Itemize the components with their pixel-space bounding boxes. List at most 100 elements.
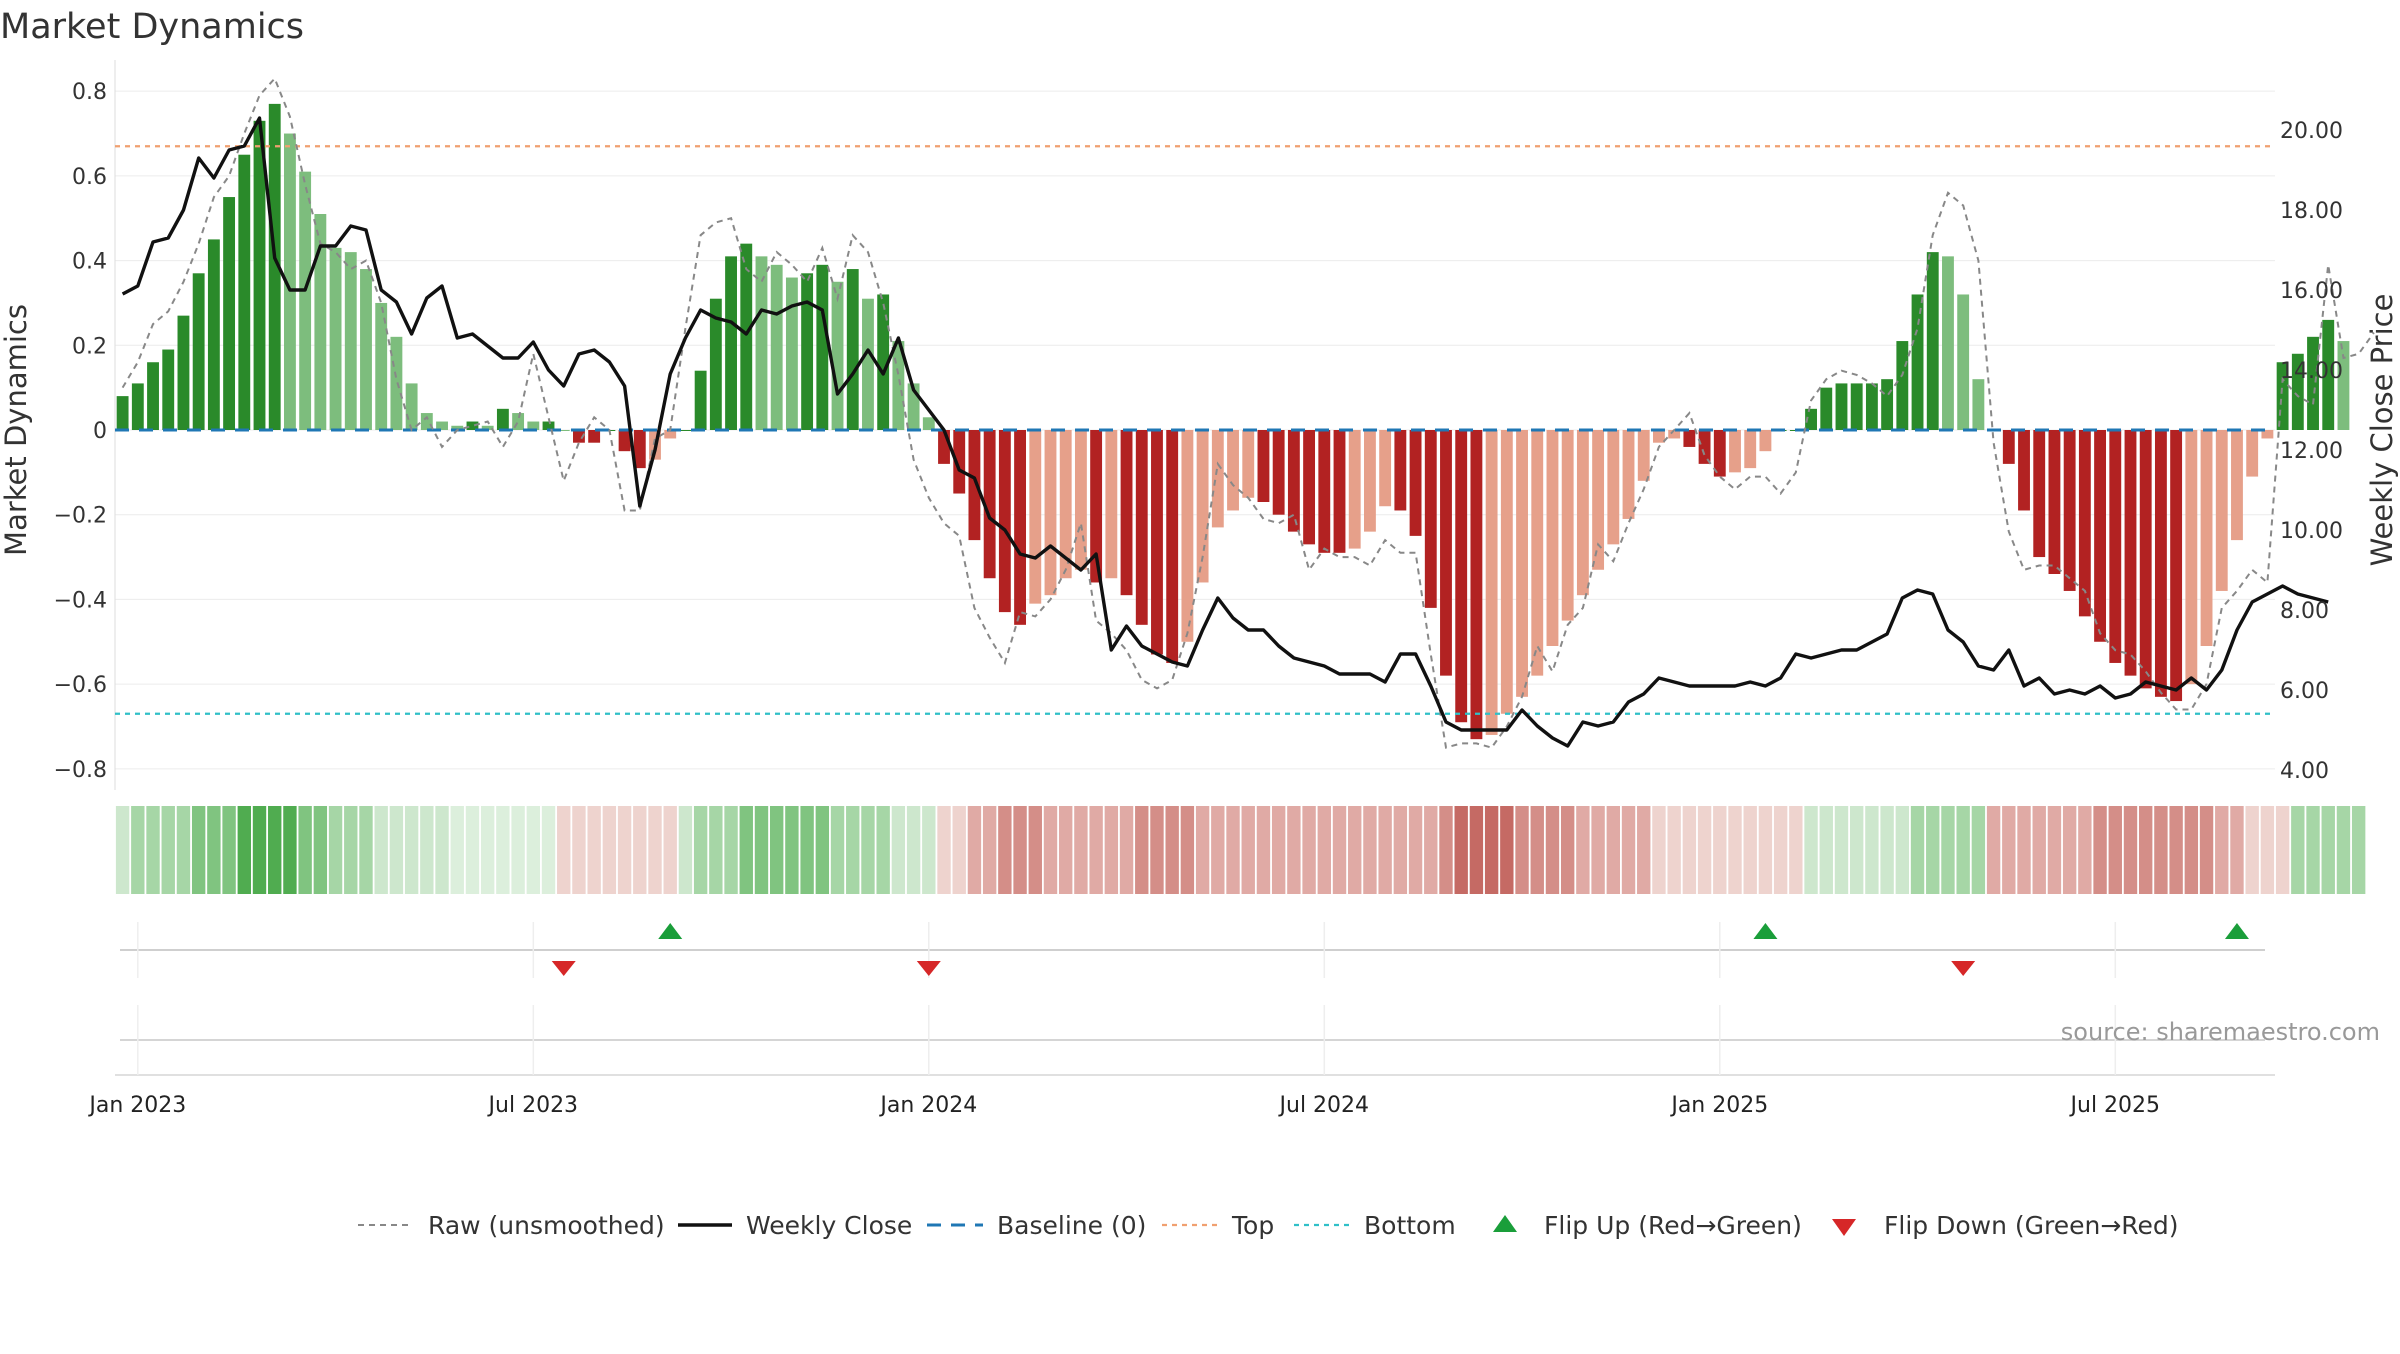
dynamics-bar — [2231, 430, 2243, 541]
signal-cell — [1652, 806, 1666, 894]
dynamics-bar — [1485, 430, 1498, 735]
signal-cell — [313, 806, 328, 894]
dynamics-bar — [1196, 430, 1209, 583]
signal-cell — [1439, 806, 1453, 894]
dynamics-bar — [344, 252, 357, 430]
signal-cell — [1926, 806, 1940, 894]
signal-cell — [191, 806, 206, 894]
legend-label: Flip Up (Red→Green) — [1544, 1211, 1802, 1240]
flip-down-marker — [916, 961, 941, 976]
signal-cell — [861, 806, 875, 894]
dynamics-bar — [1333, 430, 1346, 553]
dynamics-bar — [299, 171, 312, 430]
signal-cell — [1393, 806, 1408, 894]
dynamics-bar — [1546, 430, 1559, 646]
signal-cell — [2230, 806, 2244, 894]
dynamics-bar — [1744, 430, 1757, 469]
signal-cell — [1119, 806, 1134, 894]
signal-cell — [967, 806, 982, 894]
dynamics-bar — [1105, 430, 1118, 579]
signal-cell — [2245, 806, 2259, 894]
dynamics-bar — [131, 383, 144, 430]
dynamics-bar — [268, 103, 281, 430]
dynamics-bar — [2139, 430, 2152, 689]
dynamics-bar — [1516, 430, 1528, 697]
chart-title: Market Dynamics — [0, 7, 304, 47]
signal-cell — [830, 806, 845, 894]
dynamics-bar — [968, 430, 981, 541]
dynamics-bar — [633, 430, 646, 469]
signal-cell — [2047, 806, 2062, 894]
signal-cell — [1865, 806, 1879, 894]
signal-cell — [1621, 806, 1636, 894]
left-tick-label: 0 — [93, 419, 107, 444]
dynamics-bar — [1820, 387, 1833, 430]
signal-cell — [785, 806, 799, 894]
dynamics-bar — [1287, 430, 1300, 532]
source-label: source: sharemaestro.com — [2061, 1018, 2380, 1046]
dynamics-bar — [740, 243, 753, 430]
dynamics-bar — [679, 430, 692, 431]
dynamics-bar — [1059, 430, 1072, 579]
dynamics-bar — [405, 383, 418, 430]
right-tick-label: 20.00 — [2280, 119, 2343, 144]
signal-cell — [982, 806, 997, 894]
dynamics-bar — [1348, 430, 1361, 549]
dynamics-bar — [1014, 430, 1027, 625]
signal-cell — [1637, 806, 1651, 894]
signal-cell — [450, 806, 464, 894]
dynamics-bar — [390, 336, 403, 430]
dynamics-bar — [1713, 430, 1726, 477]
signal-cell — [800, 806, 814, 894]
dynamics-bar — [1166, 430, 1179, 663]
dynamics-bar — [1363, 430, 1376, 532]
right-axis-ticks: 20.00 18.00 16.00 14.00 12.00 10.00 8.00 6.00 4.… — [2280, 119, 2343, 784]
signal-cell — [176, 806, 191, 894]
signal-cell — [1135, 806, 1149, 894]
signal-cell — [207, 806, 221, 894]
signal-cell — [283, 806, 297, 894]
signal-cell — [2093, 806, 2107, 894]
dynamics-bar — [725, 256, 737, 430]
signal-cell — [526, 806, 541, 894]
signal-cell — [1667, 806, 1681, 894]
dynamics-bar — [2063, 430, 2076, 591]
left-tick-label: 0.8 — [72, 80, 107, 105]
signal-cell — [557, 806, 571, 894]
legend-flip-down-swatch — [1832, 1219, 1856, 1236]
dynamics-bar — [2291, 353, 2304, 430]
x-tick-label: Jan 2023 — [87, 1093, 186, 1118]
x-tick-label: Jan 2025 — [1669, 1093, 1768, 1118]
dynamics-bar — [2094, 430, 2107, 642]
dynamics-bar — [1181, 430, 1194, 642]
right-axis-label: Weekly Close Price — [2365, 294, 2399, 567]
signal-cell — [2154, 806, 2168, 894]
signal-strip — [115, 806, 2366, 894]
signal-cell — [1013, 806, 1027, 894]
signal-cell — [739, 806, 753, 894]
dynamics-bar — [162, 349, 175, 430]
dynamics-bar — [953, 430, 966, 494]
flip-down-marker — [551, 961, 576, 976]
dynamics-bar — [588, 430, 601, 443]
signal-cell — [2017, 806, 2031, 894]
signal-cell — [1211, 806, 1225, 894]
signal-cell — [1287, 806, 1301, 894]
dynamics-bar — [1622, 430, 1635, 519]
flip-up-marker — [2224, 923, 2249, 939]
right-tick-label: 16.00 — [2280, 279, 2343, 304]
dynamics-bar — [2078, 430, 2091, 617]
signal-cell — [1591, 806, 1605, 894]
signal-cell — [2275, 806, 2290, 894]
signal-cell — [2184, 806, 2199, 894]
raw-line — [121, 76, 2375, 749]
signal-cell — [1804, 806, 1818, 894]
dynamics-bar — [1500, 430, 1513, 714]
dynamics-bar — [1683, 430, 1696, 447]
dynamics-bar — [2322, 319, 2335, 430]
dynamics-bar — [770, 264, 783, 430]
dynamics-bar — [329, 247, 342, 430]
signal-cell — [1941, 806, 1955, 894]
dynamics-bar — [1865, 383, 1878, 430]
signal-cell — [1560, 806, 1575, 894]
